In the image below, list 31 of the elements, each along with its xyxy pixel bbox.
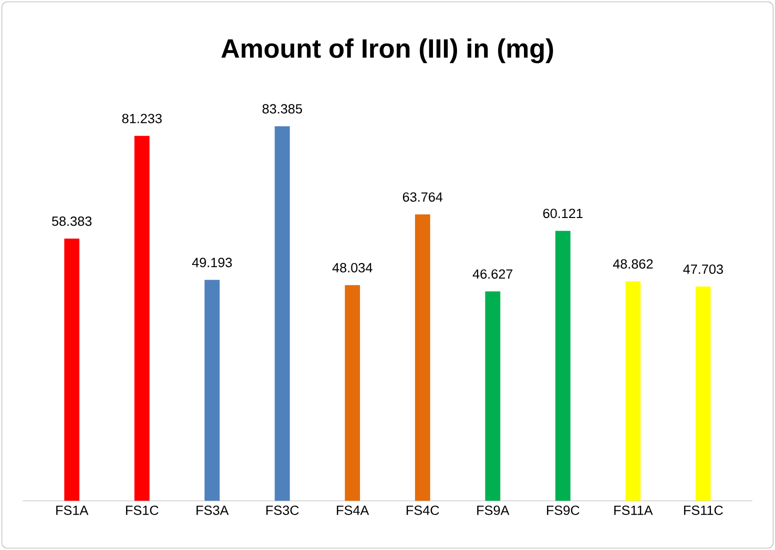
x-tick-label: FS11C <box>684 506 723 515</box>
x-tick-label: FS9A <box>477 506 510 515</box>
bar <box>134 136 150 501</box>
x-tick-label: FS3C <box>266 506 299 515</box>
x-tick-label: FS11A <box>614 506 653 515</box>
x-tick-label: FS1A <box>56 506 88 515</box>
bar <box>204 280 220 501</box>
x-tick-label: FS9C <box>546 506 580 515</box>
data-label: 49.193 <box>192 258 232 268</box>
x-tick-label: FS3A <box>196 506 229 515</box>
bar <box>64 238 80 501</box>
data-label: 63.764 <box>402 192 443 202</box>
bar <box>625 281 641 501</box>
bar <box>696 286 711 501</box>
bar <box>485 291 500 501</box>
x-tick-label: FS1C <box>126 506 158 515</box>
x-tick-label: FS4C <box>406 506 440 515</box>
data-label: 46.627 <box>472 269 512 279</box>
data-label: 83.385 <box>262 104 302 114</box>
data-label: 48.034 <box>332 262 372 272</box>
bar <box>274 126 290 501</box>
chart-title: Amount of Iron (III) in (mg) <box>221 38 553 64</box>
bar <box>415 214 430 501</box>
data-label: 48.862 <box>613 259 653 269</box>
bar <box>555 230 570 501</box>
x-tick-label: FS4A <box>336 506 370 515</box>
bar <box>344 285 360 501</box>
data-label: 58.383 <box>52 216 92 226</box>
data-label: 60.121 <box>543 208 583 218</box>
data-label: 47.703 <box>683 264 723 274</box>
data-label: 81.233 <box>122 114 162 124</box>
